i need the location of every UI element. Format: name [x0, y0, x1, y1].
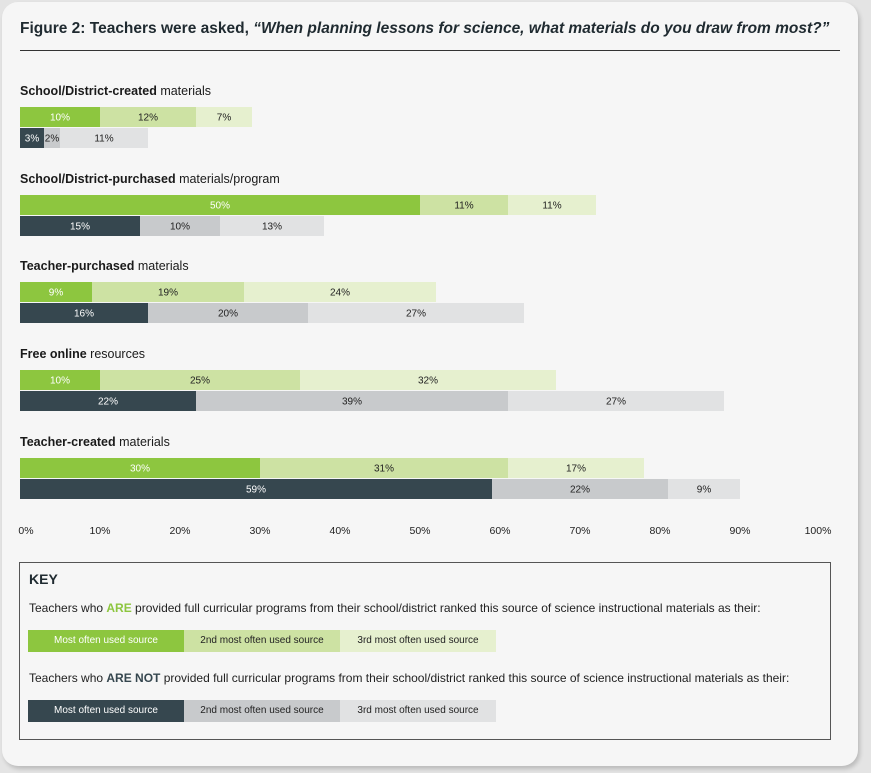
key-are-description: Teachers who ARE provided full curricula… [29, 601, 761, 615]
bar-value-label: 13% [262, 222, 282, 233]
bar-segment-not-3 [508, 391, 724, 411]
bar-value-label: 17% [566, 464, 586, 475]
x-tick-label: 20% [169, 525, 190, 537]
bar-value-label: 9% [49, 288, 64, 299]
bar-value-label: 12% [138, 113, 158, 124]
category-label: Free online resources [20, 347, 145, 361]
bar-segment-not-1 [20, 128, 44, 148]
bar-segment-are-3 [244, 282, 436, 302]
x-tick-label: 0% [18, 525, 33, 537]
category-label: Teacher-purchased materials [20, 259, 189, 273]
bar-value-label: 20% [218, 309, 238, 320]
category-label: Teacher-created materials [20, 435, 170, 449]
bar-value-label: 3% [25, 134, 40, 145]
figure-title: Figure 2: Teachers were asked, “When pla… [20, 20, 830, 37]
bar-value-label: 2% [45, 134, 60, 145]
bar-value-label: 19% [158, 288, 178, 299]
bar-segment-not-3 [60, 128, 148, 148]
x-tick-label: 60% [489, 525, 510, 537]
key-not-swatches: Most often used source 2nd most often us… [28, 700, 496, 722]
title-divider [20, 50, 840, 51]
key-title: KEY [29, 571, 58, 587]
bar-value-label: 10% [50, 113, 70, 124]
x-tick-label: 100% [805, 525, 832, 537]
bar-value-label: 32% [418, 376, 438, 387]
bar-segment-are-3 [300, 370, 556, 390]
bar-segment-are-2 [100, 107, 196, 127]
bar-segment-are-3 [508, 195, 596, 215]
bar-value-label: 10% [50, 376, 70, 387]
bar-segment-are-2 [260, 458, 508, 478]
category-label: School/District-purchased materials/prog… [20, 172, 280, 186]
bar-value-label: 11% [94, 134, 113, 145]
bar-value-label: 31% [374, 464, 394, 475]
bar-segment-not-1 [20, 216, 140, 236]
key-are-swatches: Most often used source 2nd most often us… [28, 630, 496, 652]
bar-segment-are-3 [196, 107, 252, 127]
key-are-3rd-swatch: 3rd most often used source [340, 630, 496, 652]
bar-segment-are-1 [20, 195, 420, 215]
bar-segment-not-3 [668, 479, 740, 499]
bar-value-label: 39% [342, 397, 362, 408]
bar-segment-not-2 [140, 216, 220, 236]
bar-value-label: 50% [210, 201, 230, 212]
bar-segment-not-2 [492, 479, 668, 499]
x-tick-label: 40% [329, 525, 350, 537]
stacked-bar-chart: School/District-created materials 10% 12% 7… [18, 84, 832, 537]
bar-segment-are-1 [20, 282, 92, 302]
bar-segment-not-1 [20, 391, 196, 411]
bar-segment-not-1 [20, 479, 492, 499]
key-not-3rd-swatch: 3rd most often used source [340, 700, 496, 722]
key-not-2nd-swatch: 2nd most often used source [184, 700, 340, 722]
bar-value-label: 16% [74, 309, 94, 320]
bar-segment-are-2 [100, 370, 300, 390]
bar-value-label: 22% [98, 397, 118, 408]
bar-value-label: 30% [130, 464, 150, 475]
bar-value-label: 27% [606, 397, 626, 408]
bar-value-label: 7% [217, 113, 232, 124]
bar-segment-not-2 [148, 303, 308, 323]
x-tick-label: 90% [729, 525, 750, 537]
bar-value-label: 24% [330, 288, 350, 299]
bar-value-label: 25% [190, 376, 210, 387]
bar-segment-not-1 [20, 303, 148, 323]
x-tick-label: 10% [89, 525, 110, 537]
key-box: KEY Teachers who ARE provided full curri… [19, 562, 831, 740]
bar-value-label: 59% [246, 485, 266, 496]
bar-segment-are-1 [20, 107, 100, 127]
bar-segment-are-2 [420, 195, 508, 215]
bar-value-label: 11% [542, 201, 561, 212]
bar-value-label: 10% [170, 222, 190, 233]
key-are-most-swatch: Most often used source [28, 630, 184, 652]
x-tick-label: 80% [649, 525, 670, 537]
bar-segment-are-1 [20, 458, 260, 478]
x-tick-label: 50% [409, 525, 430, 537]
bar-value-label: 15% [70, 222, 90, 233]
category-label: School/District-created materials [20, 84, 211, 98]
bar-value-label: 9% [697, 485, 712, 496]
bar-segment-not-3 [308, 303, 524, 323]
bar-segment-not-2 [196, 391, 508, 411]
bar-segment-are-1 [20, 370, 100, 390]
bar-segment-not-2 [44, 128, 60, 148]
bar-value-label: 11% [454, 201, 473, 212]
key-not-description: Teachers who ARE NOT provided full curri… [29, 671, 790, 685]
bar-segment-are-3 [508, 458, 644, 478]
bar-value-label: 27% [406, 309, 426, 320]
bar-value-label: 22% [570, 485, 590, 496]
x-tick-label: 30% [249, 525, 270, 537]
bar-segment-are-2 [92, 282, 244, 302]
key-are-2nd-swatch: 2nd most often used source [184, 630, 340, 652]
x-tick-label: 70% [569, 525, 590, 537]
key-not-most-swatch: Most often used source [28, 700, 184, 722]
bar-segment-not-3 [220, 216, 324, 236]
